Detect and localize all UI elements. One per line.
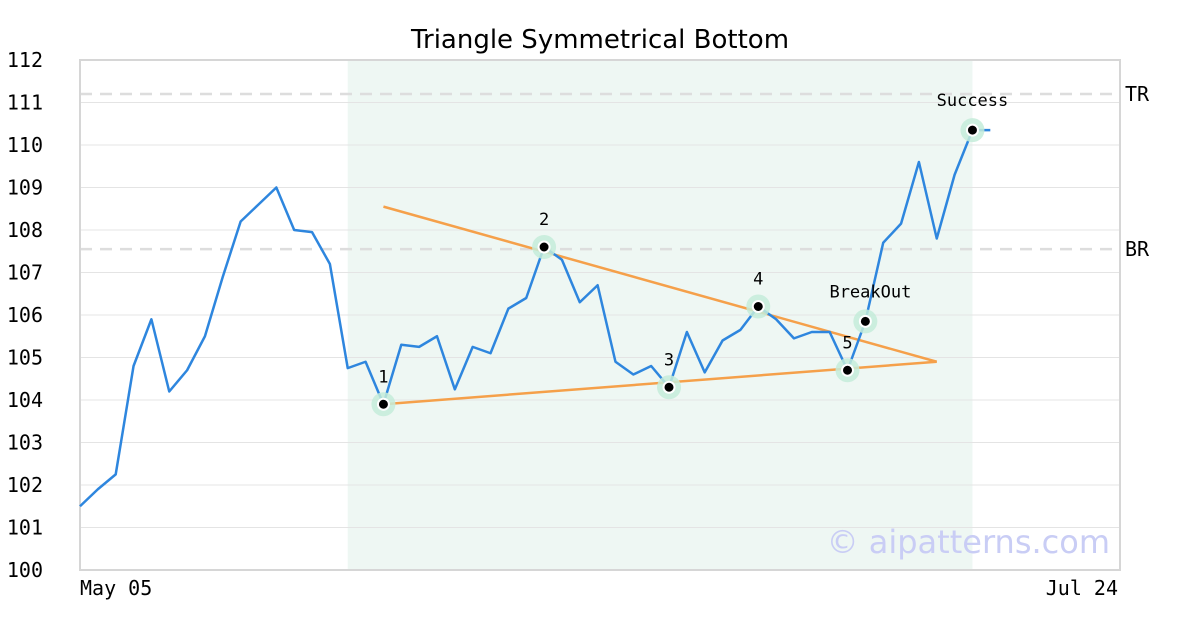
point-marker — [662, 380, 676, 394]
trend-line-upper — [383, 205, 938, 363]
x-tick-label: Jul 24 — [1046, 576, 1118, 600]
point-label: BreakOut — [829, 282, 911, 302]
point-marker — [751, 300, 765, 313]
chart-title: Triangle Symmetrical Bottom — [410, 25, 789, 55]
y-tick-label: 108 — [7, 218, 43, 242]
point-label: 5 — [842, 333, 852, 353]
point-label: 1 — [378, 367, 388, 387]
point-label: 3 — [664, 350, 674, 370]
level-label-tr: TR — [1125, 82, 1150, 106]
y-tick-label: 101 — [7, 516, 43, 540]
y-tick-label: 104 — [7, 388, 43, 412]
watermark: © aipatterns.com — [827, 523, 1110, 561]
point-label: Success — [937, 91, 1009, 111]
y-tick-label: 105 — [7, 346, 43, 370]
point-marker — [841, 363, 855, 377]
level-label-br: BR — [1125, 237, 1150, 261]
point-marker — [858, 314, 872, 328]
y-tick-label: 110 — [7, 133, 43, 157]
y-tick-label: 107 — [7, 261, 43, 285]
x-tick-label: May 05 — [80, 576, 152, 600]
y-tick-label: 100 — [7, 558, 43, 582]
point-marker — [537, 240, 551, 254]
y-tick-label: 109 — [7, 176, 43, 200]
y-tick-label: 102 — [7, 473, 43, 497]
y-tick-label: 111 — [7, 91, 43, 115]
y-tick-label: 112 — [7, 48, 43, 72]
y-tick-label: 106 — [7, 303, 43, 327]
point-marker — [376, 397, 390, 411]
point-label: 4 — [753, 270, 763, 290]
plot-frame — [79, 59, 1121, 571]
point-marker — [965, 123, 979, 137]
plot-area: 100 101 102 103 104 105 106 107 108 109 110 111 112 T… — [7, 48, 1150, 600]
point-label: 2 — [539, 210, 549, 230]
y-tick-label: 103 — [7, 431, 43, 455]
series-line-0 — [79, 128, 991, 508]
